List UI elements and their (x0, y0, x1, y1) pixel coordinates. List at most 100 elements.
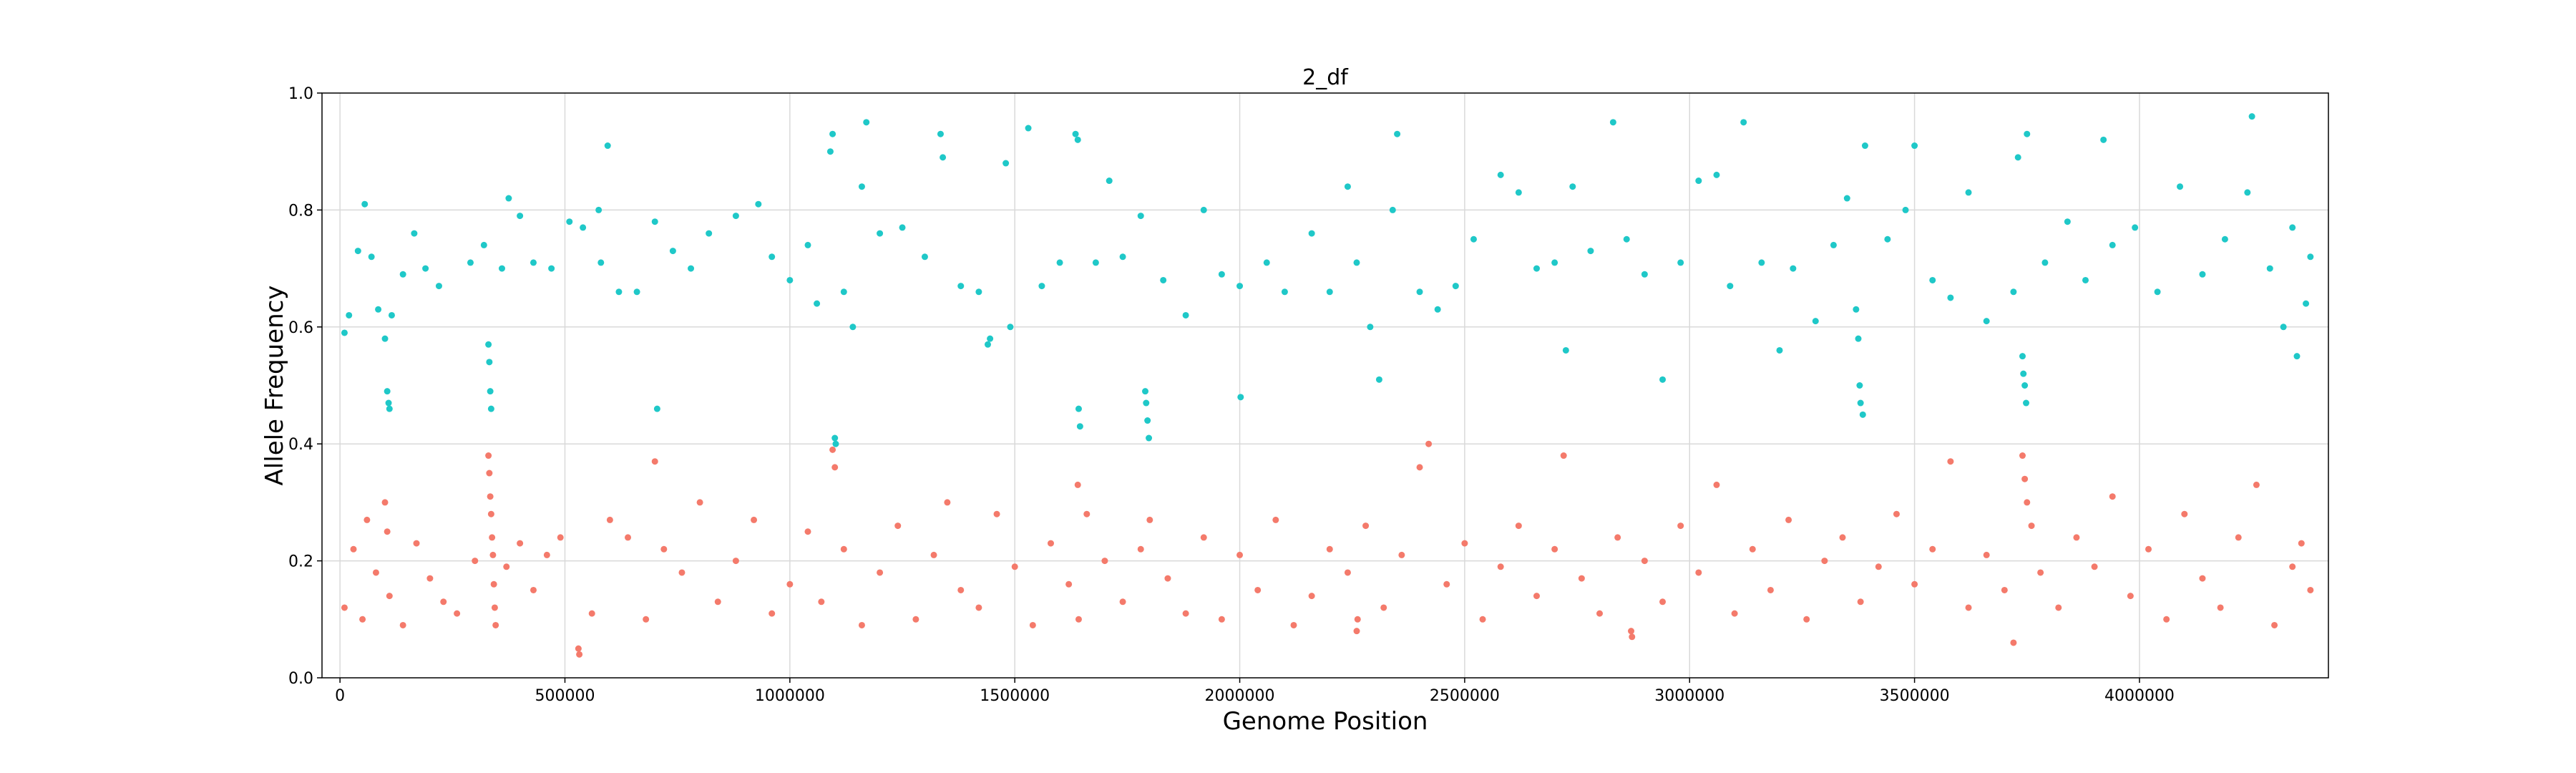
data-point-series-2 (489, 551, 497, 558)
data-point-series-1 (826, 148, 834, 155)
data-point-series-1 (2100, 136, 2107, 143)
data-point-series-2 (2253, 481, 2260, 488)
data-point-series-2 (1533, 593, 1540, 600)
y-tick-label: 0.0 (288, 670, 313, 688)
data-point-series-2 (957, 586, 965, 593)
data-point-series-1 (2024, 130, 2031, 137)
data-point-series-2 (1560, 452, 1567, 460)
data-point-series-2 (1290, 621, 1297, 628)
data-point-series-2 (1731, 610, 1738, 617)
data-point-series-1 (354, 248, 361, 255)
data-point-series-1 (1861, 142, 1868, 150)
data-point-series-1 (1677, 259, 1684, 266)
data-point-series-1 (386, 405, 393, 412)
data-point-series-2 (1628, 628, 1635, 635)
data-point-series-2 (557, 534, 564, 541)
data-point-series-2 (1308, 593, 1315, 600)
data-point-series-1 (1367, 324, 1374, 331)
x-tick-label: 500000 (535, 687, 595, 705)
data-point-series-1 (1911, 142, 1918, 150)
data-point-series-1 (1056, 259, 1063, 266)
data-point-series-1 (2177, 183, 2184, 190)
data-point-series-2 (576, 651, 583, 658)
data-point-series-2 (1353, 628, 1360, 635)
data-point-series-2 (2271, 621, 2278, 628)
y-tick-label: 1.0 (288, 85, 313, 103)
data-point-series-2 (993, 510, 1000, 517)
data-point-series-2 (714, 598, 721, 606)
data-point-series-1 (858, 183, 865, 190)
data-point-series-1 (1236, 283, 1244, 290)
data-point-series-2 (1011, 563, 1018, 570)
data-point-series-2 (1767, 586, 1774, 593)
data-point-series-2 (1596, 610, 1604, 617)
data-point-series-1 (2221, 235, 2228, 243)
data-point-series-2 (1497, 563, 1504, 570)
data-point-series-2 (1947, 458, 1954, 465)
data-point-series-2 (643, 616, 650, 623)
data-point-series-2 (769, 610, 776, 617)
data-point-series-1 (1072, 130, 1079, 137)
data-point-series-2 (1641, 558, 1648, 565)
data-point-series-2 (1479, 616, 1486, 623)
data-point-series-2 (1029, 621, 1036, 628)
data-point-series-1 (487, 405, 494, 412)
data-point-series-2 (894, 522, 902, 530)
data-point-series-1 (1237, 394, 1244, 401)
data-point-series-2 (840, 545, 847, 553)
data-point-series-1 (361, 200, 369, 208)
data-point-series-2 (1137, 545, 1144, 553)
data-point-series-2 (2181, 510, 2188, 517)
data-point-series-2 (1839, 534, 1846, 541)
data-point-series-2 (372, 569, 379, 576)
data-point-series-2 (1551, 545, 1558, 553)
data-point-series-2 (804, 528, 811, 535)
data-point-series-1 (2289, 224, 2296, 231)
data-point-series-1 (1074, 136, 1081, 143)
data-point-series-1 (548, 265, 555, 272)
x-tick-label: 4000000 (2104, 687, 2175, 705)
data-point-series-2 (678, 569, 686, 576)
data-point-series-2 (1821, 558, 1828, 565)
data-point-series-1 (498, 265, 505, 272)
data-point-series-2 (831, 464, 839, 471)
data-point-series-2 (1578, 575, 1585, 582)
grid (322, 93, 2328, 678)
data-point-series-1 (1038, 283, 1045, 290)
data-point-series-1 (706, 230, 713, 237)
data-point-series-1 (1776, 346, 1783, 354)
data-point-series-2 (359, 616, 366, 623)
data-point-series-1 (2020, 370, 2027, 377)
data-point-series-1 (1515, 189, 1522, 196)
y-tick-label: 0.6 (288, 319, 313, 337)
data-point-series-1 (2082, 276, 2089, 283)
data-point-series-2 (1659, 598, 1667, 606)
data-point-series-2 (1857, 598, 1864, 606)
data-point-series-2 (1200, 534, 1207, 541)
data-point-series-1 (1092, 259, 1099, 266)
data-point-series-1 (1609, 119, 1616, 126)
data-point-series-1 (1281, 288, 1288, 296)
data-point-series-2 (1101, 558, 1108, 565)
data-point-series-1 (2021, 382, 2029, 389)
data-point-series-1 (2154, 288, 2161, 296)
x-tick-label: 0 (335, 687, 345, 705)
data-point-series-1 (1562, 346, 1569, 354)
data-point-series-1 (937, 130, 944, 137)
data-point-series-1 (1853, 306, 1860, 313)
data-point-series-1 (2014, 154, 2021, 161)
data-point-series-1 (517, 213, 524, 220)
data-point-series-1 (346, 311, 353, 319)
data-point-series-1 (653, 405, 660, 412)
data-point-series-1 (1947, 294, 1954, 301)
data-point-series-2 (1164, 575, 1171, 582)
data-point-series-1 (2041, 259, 2049, 266)
data-point-series-1 (1830, 241, 1837, 248)
data-point-series-1 (1119, 253, 1126, 261)
data-point-series-1 (1137, 213, 1144, 220)
data-point-series-1 (831, 434, 839, 442)
data-point-series-1 (2199, 271, 2206, 278)
data-point-series-1 (1076, 423, 1083, 430)
data-point-series-2 (384, 528, 391, 535)
data-point-series-1 (375, 306, 382, 313)
